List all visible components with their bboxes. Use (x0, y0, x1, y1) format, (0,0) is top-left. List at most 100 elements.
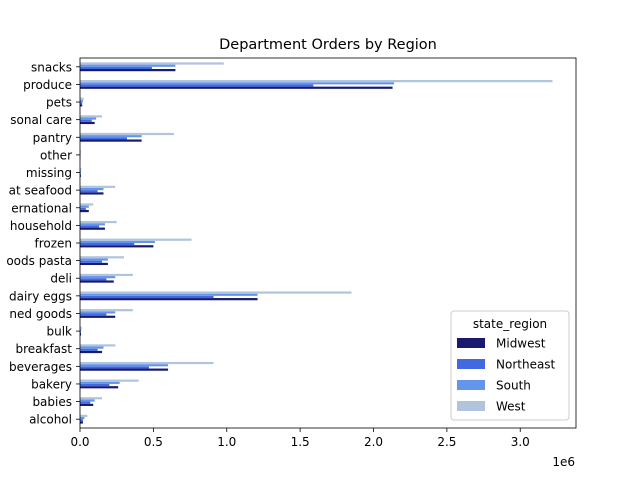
bar-pantry-northeast (80, 137, 127, 140)
bar-bulk-midwest (80, 333, 82, 336)
y-tick-label: frozen (34, 237, 72, 251)
bar-meat-seafood-northeast (80, 190, 98, 193)
bar-frozen-west (80, 238, 192, 241)
bar-bulk-south (80, 328, 82, 332)
bar-snacks-midwest (80, 69, 176, 72)
bar-personal-care-west (80, 115, 103, 118)
bar-meat-seafood-west (80, 185, 116, 188)
bar-dry-goods-pasta-midwest (80, 262, 108, 266)
y-tick-label: babies (32, 395, 72, 409)
bar-household-south (80, 223, 105, 226)
bar-pets-northeast (80, 102, 83, 105)
bar-snacks-northeast (80, 66, 152, 70)
bar-international-south (80, 205, 89, 208)
bar-household-northeast (80, 225, 100, 228)
bar-canned-goods-west (80, 309, 133, 312)
bar-other-west (80, 150, 81, 153)
bar-bakery-west (80, 379, 139, 382)
bar-household-midwest (80, 227, 105, 230)
bar-deli-midwest (80, 280, 114, 283)
y-tick-label: deli (50, 272, 72, 286)
bar-missing-midwest (80, 174, 81, 177)
bar-beverages-midwest (80, 368, 169, 371)
y-tick-label: beverages (9, 360, 72, 374)
bar-pantry-south (80, 135, 142, 138)
bar-pets-midwest (80, 104, 83, 107)
y-tick-label: bulk (46, 325, 72, 339)
bar-breakfast-south (80, 346, 104, 349)
y-tick-label: breakfast (15, 342, 72, 356)
bar-bakery-south (80, 381, 120, 384)
bar-bulk-northeast (80, 331, 81, 334)
bar-beverages-west (80, 361, 214, 365)
bar-bakery-northeast (80, 383, 110, 387)
bar-snacks-west (80, 62, 224, 65)
bar-breakfast-northeast (80, 348, 98, 351)
x-tick-label: 0.0 (70, 435, 89, 449)
x-tick-label: 0.5 (144, 435, 163, 449)
y-tick-label: at seafood (9, 184, 72, 198)
bar-beverages-northeast (80, 366, 149, 369)
bar-canned-goods-south (80, 311, 116, 314)
bar-snacks-south (80, 64, 176, 67)
legend-title: state_region (473, 317, 547, 331)
bar-pets-west (80, 97, 84, 100)
legend-swatch-midwest (457, 338, 485, 348)
legend-swatch-northeast (457, 359, 485, 369)
bar-dairy-eggs-south (80, 293, 258, 296)
bar-pets-south (80, 99, 83, 103)
bar-canned-goods-midwest (80, 315, 116, 318)
bar-babies-south (80, 399, 95, 402)
bar-produce-midwest (80, 86, 393, 89)
bar-deli-south (80, 276, 116, 279)
bar-household-west (80, 220, 117, 224)
bar-frozen-midwest (80, 245, 154, 248)
axes-frame (79, 57, 577, 429)
y-tick-label: produce (23, 78, 72, 92)
y-tick-label: sonal care (10, 113, 72, 127)
y-tick-label: other (40, 148, 72, 162)
bar-produce-northeast (80, 84, 314, 87)
y-tick-label: pets (46, 96, 72, 110)
bar-bakery-midwest (80, 386, 119, 389)
bar-international-northeast (80, 207, 86, 210)
y-tick-label: household (10, 219, 72, 233)
bar-deli-northeast (80, 278, 107, 281)
bar-dry-goods-pasta-northeast (80, 260, 103, 263)
x-tick-label: 3.0 (511, 435, 530, 449)
plot-area: alcohol babies bakery beverages breakfast bul… (6, 57, 577, 449)
bar-breakfast-west (80, 344, 116, 347)
bar-alcohol-midwest (80, 421, 83, 424)
y-tick-label: oods pasta (6, 254, 72, 268)
bar-babies-west (80, 397, 103, 400)
bar-international-west (80, 203, 94, 206)
bar-produce-west (80, 80, 553, 83)
bar-personal-care-south (80, 117, 97, 120)
x-tick-label: 1.5 (291, 435, 310, 449)
bar-dairy-eggs-midwest (80, 298, 258, 301)
legend-swatch-south (457, 380, 485, 390)
bar-pantry-midwest (80, 139, 142, 142)
x-tick-label: 1.0 (217, 435, 236, 449)
y-tick-label: snacks (31, 60, 72, 74)
bar-produce-south (80, 82, 395, 85)
bar-meat-seafood-midwest (80, 192, 104, 195)
legend-label-northeast: Northeast (496, 358, 556, 372)
bar-personal-care-northeast (80, 119, 92, 122)
bar-dry-goods-pasta-west (80, 256, 125, 259)
y-tick-label: alcohol (29, 413, 72, 427)
bar-missing-south (80, 170, 81, 173)
bar-meat-seafood-south (80, 187, 104, 191)
y-tick-label: ned goods (9, 307, 72, 321)
bar-canned-goods-northeast (80, 313, 107, 316)
bar-beverages-south (80, 364, 169, 367)
y-tick-label: dairy eggs (9, 289, 72, 303)
bar-deli-west (80, 273, 133, 277)
bar-pantry-west (80, 132, 174, 136)
y-tick-label: bakery (31, 377, 72, 391)
bar-alcohol-south (80, 416, 85, 420)
y-tick-label: pantry (33, 131, 72, 145)
legend-swatch-west (457, 401, 485, 411)
legend-label-west: West (496, 400, 526, 414)
